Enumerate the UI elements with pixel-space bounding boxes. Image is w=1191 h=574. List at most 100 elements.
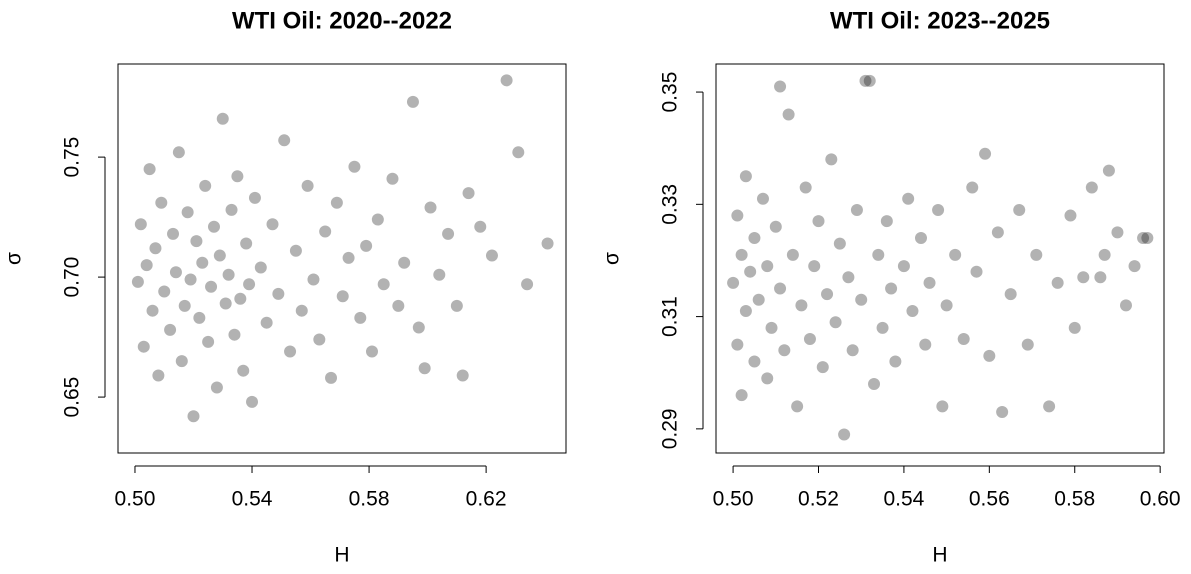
point [1043,400,1056,413]
point [190,235,203,248]
point [765,321,778,334]
point [727,276,740,289]
x-tick-label: 0.54 [883,488,924,511]
point [225,203,238,216]
point [957,333,970,346]
point [991,226,1004,239]
point [131,275,144,288]
point [313,333,326,346]
point [158,285,171,298]
point [914,232,927,245]
point [307,273,320,286]
point [880,215,893,228]
point [731,338,744,351]
point [859,74,872,87]
point [897,260,910,273]
point [752,293,765,306]
x-axis-title: H [932,544,947,567]
point [1051,276,1064,289]
point [456,369,469,382]
point [178,299,191,312]
point [462,187,475,200]
x-tick-label: 0.54 [232,488,273,511]
point [207,220,220,233]
point [149,242,162,255]
point [260,316,273,329]
point [169,266,182,279]
point [205,280,218,293]
point [319,225,332,238]
point [289,244,302,257]
point [761,372,774,385]
point [272,287,285,300]
point [1098,248,1111,261]
point [855,293,868,306]
point [795,299,808,312]
point [769,220,782,233]
chart-title: WTI Oil: 2023--2025 [830,7,1050,34]
x-tick-label: 0.56 [969,488,1010,511]
y-tick-label: 0.33 [659,184,682,225]
point [846,344,859,357]
point [278,134,291,147]
point [193,311,206,324]
point [336,290,349,303]
point [137,340,150,353]
point [354,311,367,324]
point [778,344,791,357]
point [1013,203,1026,216]
point [184,273,197,286]
point [902,192,915,205]
point [829,316,842,329]
point [521,278,534,291]
point [406,95,419,108]
point [167,227,180,240]
y-tick-label: 0.65 [61,377,84,418]
point [134,218,147,231]
point [812,215,825,228]
point [175,355,188,368]
point [983,349,996,362]
point [748,232,761,245]
point [541,237,554,250]
point [377,278,390,291]
point [392,299,405,312]
point [996,406,1009,419]
point [1141,232,1154,245]
y-tick-label: 0.31 [659,296,682,337]
point [231,170,244,183]
point [386,172,399,185]
point [735,248,748,261]
x-axis-title: H [334,544,349,567]
point [970,265,983,278]
point [228,328,241,341]
point [1030,248,1043,261]
point [442,227,455,240]
x-tick-label: 0.60 [1140,488,1181,511]
point [1128,260,1141,273]
plot-frame [117,63,567,454]
point [739,170,752,183]
point [295,304,308,317]
point [202,335,215,348]
point [254,261,267,274]
point [187,410,200,423]
point [152,369,165,382]
point [808,260,821,273]
point [330,196,343,209]
point [1021,338,1034,351]
point [433,268,446,281]
point [512,146,525,159]
point [243,278,256,291]
point [199,179,212,192]
point [1068,321,1081,334]
y-axis-title: σ [601,252,624,265]
point [424,201,437,214]
point [216,112,229,125]
point [1077,271,1090,284]
chart-title: WTI Oil: 2020--2022 [232,7,452,34]
point [240,237,253,250]
point [140,259,153,272]
y-axis-title: σ [3,252,26,265]
point [782,108,795,121]
